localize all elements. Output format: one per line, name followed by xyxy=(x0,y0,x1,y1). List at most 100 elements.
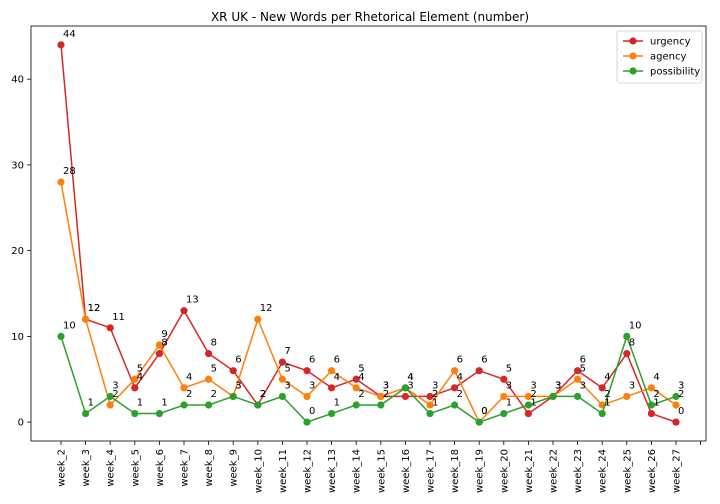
data-point-urgency xyxy=(131,384,139,392)
x-tick-label: week_19 xyxy=(475,449,486,493)
data-label-urgency: 4 xyxy=(604,372,610,383)
data-label-agency: 3 xyxy=(629,380,635,391)
data-point-agency xyxy=(377,392,385,401)
series-line-urgency xyxy=(60,44,677,423)
data-label-possibility: 2 xyxy=(653,389,659,400)
data-label-agency: 6 xyxy=(457,355,463,366)
legend-label-possibility: possibility xyxy=(650,67,700,78)
x-tick-label: week_11 xyxy=(278,449,289,493)
data-point-agency xyxy=(278,375,286,383)
legend-marker-possibility xyxy=(629,67,637,75)
data-label-possibility: 10 xyxy=(63,320,76,331)
data-label-agency: 4 xyxy=(407,372,413,383)
data-point-urgency xyxy=(57,41,65,49)
y-tick-label: 30 xyxy=(11,160,24,171)
data-point-agency xyxy=(205,375,213,383)
data-label-possibility: 3 xyxy=(284,380,290,391)
data-label-agency: 3 xyxy=(506,380,512,391)
x-tick-label: week_5 xyxy=(130,449,141,487)
data-point-agency xyxy=(426,401,434,409)
data-label-urgency: 8 xyxy=(211,338,217,349)
data-point-agency xyxy=(155,341,163,349)
data-label-agency: 3 xyxy=(309,380,315,391)
legend-label-agency: agency xyxy=(650,52,686,63)
data-point-urgency xyxy=(303,367,311,375)
x-tick-label: week_7 xyxy=(180,449,191,487)
data-label-urgency: 5 xyxy=(358,363,364,374)
data-point-agency xyxy=(451,367,459,375)
data-point-possibility xyxy=(598,409,606,418)
data-point-possibility xyxy=(155,409,163,418)
x-tick-label: week_22 xyxy=(549,449,560,493)
data-point-possibility xyxy=(328,409,336,418)
data-label-possibility: 3 xyxy=(555,380,561,391)
data-label-agency: 2 xyxy=(678,389,684,400)
data-label-agency: 12 xyxy=(88,303,101,314)
legend-label-urgency: urgency xyxy=(650,37,691,48)
data-point-possibility xyxy=(57,332,65,340)
x-tick-label: week_10 xyxy=(253,449,264,493)
data-point-possibility xyxy=(475,418,483,426)
data-label-possibility: 2 xyxy=(358,389,364,400)
x-tick-label: week_16 xyxy=(401,449,412,493)
data-label-agency: 2 xyxy=(112,389,118,400)
data-label-possibility: 1 xyxy=(506,398,512,409)
y-tick-label: 40 xyxy=(11,75,24,86)
x-tick-label: week_21 xyxy=(524,449,535,493)
y-tick-label: 10 xyxy=(11,332,24,343)
data-point-possibility xyxy=(131,409,139,418)
data-point-possibility xyxy=(500,409,508,418)
data-label-agency: 6 xyxy=(334,355,340,366)
data-point-possibility xyxy=(623,332,631,340)
data-point-possibility xyxy=(647,401,656,409)
x-tick-label: week_15 xyxy=(376,449,387,493)
data-point-possibility xyxy=(229,392,237,401)
data-point-agency xyxy=(623,392,631,401)
data-point-agency xyxy=(254,315,262,323)
data-point-urgency xyxy=(205,349,213,358)
data-label-urgency: 12 xyxy=(88,303,101,314)
plot-area-frame xyxy=(30,25,707,442)
data-label-possibility: 0 xyxy=(309,406,315,417)
data-point-urgency xyxy=(426,392,434,401)
data-point-possibility xyxy=(451,401,459,409)
data-point-agency xyxy=(647,384,656,392)
data-label-urgency: 44 xyxy=(63,29,76,40)
data-label-agency: 2 xyxy=(432,389,438,400)
data-label-urgency: 13 xyxy=(186,295,199,306)
data-point-possibility xyxy=(303,418,311,426)
data-label-urgency: 11 xyxy=(112,312,125,323)
y-tick-label: 20 xyxy=(11,246,24,257)
x-tick-label: week_13 xyxy=(327,449,338,493)
data-label-agency: 3 xyxy=(530,380,536,391)
data-label-urgency: 6 xyxy=(481,355,487,366)
data-label-urgency: 3 xyxy=(555,380,561,391)
data-label-urgency: 6 xyxy=(580,355,586,366)
data-label-urgency: 3 xyxy=(432,380,438,391)
x-tick-label: week_9 xyxy=(229,449,240,487)
data-label-agency: 3 xyxy=(383,380,389,391)
data-label-urgency: 4 xyxy=(334,372,340,383)
data-label-agency: 28 xyxy=(63,166,76,177)
legend-marker-urgency xyxy=(629,37,637,45)
y-tick-label: 0 xyxy=(18,418,24,429)
data-point-urgency xyxy=(155,349,163,358)
legend-marker-agency xyxy=(629,52,637,60)
data-point-agency xyxy=(574,375,582,383)
data-point-urgency xyxy=(500,375,508,383)
x-tick-label: week_8 xyxy=(204,449,215,487)
data-label-agency: 9 xyxy=(161,329,167,340)
data-point-urgency xyxy=(106,324,114,332)
data-point-possibility xyxy=(254,401,262,409)
data-label-possibility: 2 xyxy=(186,389,192,400)
data-label-possibility: 3 xyxy=(580,380,586,391)
data-label-agency: 0 xyxy=(481,406,487,417)
data-label-urgency: 8 xyxy=(629,338,635,349)
x-tick-label: week_6 xyxy=(155,449,166,487)
data-label-agency: 5 xyxy=(580,363,586,374)
data-label-agency: 3 xyxy=(235,380,241,391)
data-label-possibility: 1 xyxy=(88,398,94,409)
data-point-urgency xyxy=(352,375,360,383)
data-label-possibility: 2 xyxy=(457,389,463,400)
